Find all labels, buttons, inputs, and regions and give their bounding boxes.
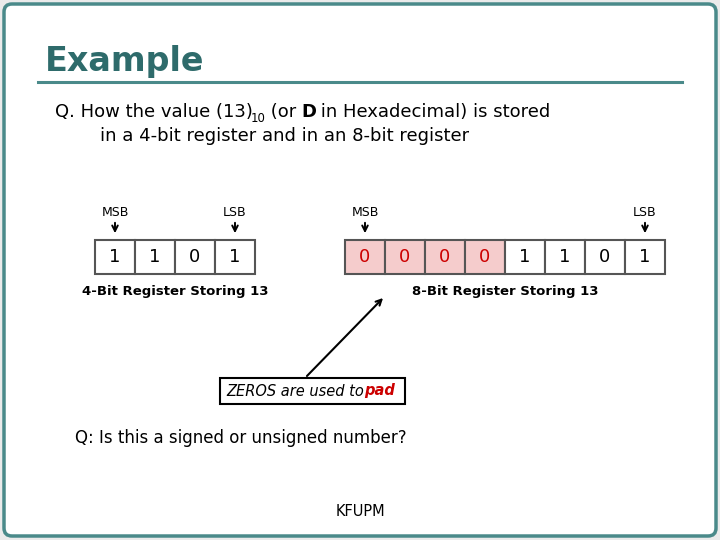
Bar — [220, 378, 405, 404]
Text: LSB: LSB — [223, 206, 247, 219]
Bar — [95, 240, 135, 274]
Text: in Hexadecimal) is stored: in Hexadecimal) is stored — [315, 103, 550, 121]
Text: 8-Bit Register Storing 13: 8-Bit Register Storing 13 — [412, 286, 598, 299]
Text: 10: 10 — [251, 111, 266, 125]
Text: 1: 1 — [229, 248, 240, 266]
Bar — [385, 240, 425, 274]
FancyBboxPatch shape — [4, 4, 716, 536]
Text: MSB: MSB — [351, 206, 379, 219]
Bar — [585, 240, 625, 274]
Text: 1: 1 — [109, 248, 121, 266]
Text: Q: Is this a signed or unsigned number?: Q: Is this a signed or unsigned number? — [75, 429, 407, 447]
Text: 0: 0 — [359, 248, 371, 266]
Text: ZEROS are used to: ZEROS are used to — [226, 383, 369, 399]
Bar — [135, 240, 175, 274]
Bar — [505, 240, 545, 274]
Text: Example: Example — [45, 45, 204, 78]
Text: KFUPM: KFUPM — [336, 504, 384, 519]
Text: 1: 1 — [639, 248, 651, 266]
Bar — [625, 240, 665, 274]
Bar — [545, 240, 585, 274]
Text: in a 4-bit register and in an 8-bit register: in a 4-bit register and in an 8-bit regi… — [100, 127, 469, 145]
Bar — [215, 240, 255, 274]
Bar — [175, 240, 215, 274]
Text: 1: 1 — [149, 248, 161, 266]
Text: 0: 0 — [439, 248, 451, 266]
Text: D: D — [301, 103, 316, 121]
Text: 0: 0 — [400, 248, 410, 266]
Text: 1: 1 — [559, 248, 571, 266]
Bar — [425, 240, 465, 274]
Text: (or: (or — [265, 103, 302, 121]
Text: 0: 0 — [599, 248, 611, 266]
Text: 1: 1 — [519, 248, 531, 266]
Text: pad: pad — [364, 383, 395, 399]
Text: MSB: MSB — [102, 206, 129, 219]
Bar — [465, 240, 505, 274]
Text: 4-Bit Register Storing 13: 4-Bit Register Storing 13 — [82, 286, 269, 299]
Text: 0: 0 — [480, 248, 490, 266]
Text: 0: 0 — [189, 248, 201, 266]
Text: LSB: LSB — [633, 206, 657, 219]
Bar — [345, 240, 385, 274]
Text: Q. How the value (13): Q. How the value (13) — [55, 103, 253, 121]
